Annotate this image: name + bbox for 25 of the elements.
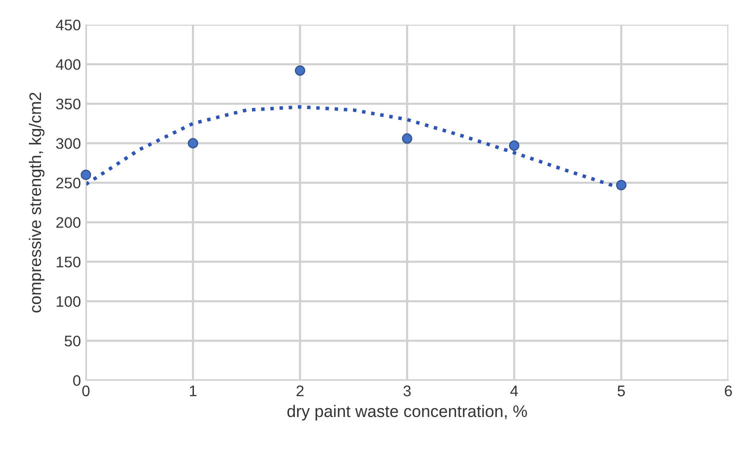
y-tick-label: 50 xyxy=(64,336,80,346)
x-tick-label: 3 xyxy=(403,386,411,396)
y-tick-label: 300 xyxy=(56,138,80,149)
point xyxy=(616,180,626,190)
y-tick-label: 100 xyxy=(56,296,80,307)
x-tick-label: 5 xyxy=(618,386,625,396)
x-tick-label: 4 xyxy=(510,386,518,396)
y-tick-label: 350 xyxy=(56,98,80,110)
y-axis-title: compressive strength, kg/cm2 xyxy=(28,92,44,312)
y-tick-label: 150 xyxy=(56,256,80,268)
y-tick-label: 450 xyxy=(56,20,80,30)
y-tick-label: 0 xyxy=(73,375,80,386)
point xyxy=(188,138,198,148)
point xyxy=(80,170,92,180)
y-tick-label: 250 xyxy=(56,178,80,188)
y-tick-label: 400 xyxy=(56,59,80,70)
point xyxy=(402,133,412,144)
y-tick-label: 200 xyxy=(56,217,80,228)
point xyxy=(508,140,520,151)
point xyxy=(294,65,306,76)
x-tick-label: 2 xyxy=(296,386,304,396)
x-tick-label: 0 xyxy=(82,386,90,396)
x-axis-title: dry paint waste concentration, % xyxy=(287,404,527,420)
x-tick-label: 1 xyxy=(190,386,196,396)
x-tick-label: 6 xyxy=(724,386,732,396)
